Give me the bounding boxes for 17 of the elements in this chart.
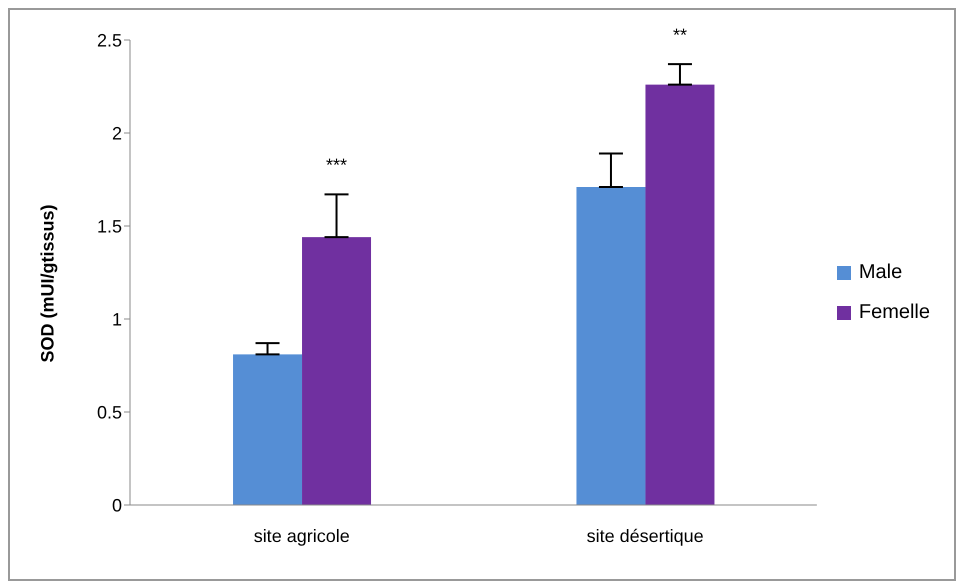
bar	[233, 354, 302, 505]
y-tick-label: 2.5	[96, 30, 122, 50]
annotation: **	[672, 24, 687, 45]
bar	[302, 237, 372, 505]
y-tick-label: 1.5	[96, 216, 122, 236]
legend-label: Femelle	[858, 301, 930, 324]
bar	[576, 186, 646, 505]
y-tick-label: 2	[112, 123, 122, 144]
bar	[645, 84, 714, 505]
y-tick-label: 0	[112, 495, 122, 516]
x-tick-label: site désertique	[586, 526, 704, 546]
y-axis-title: SOD (mUI/gtissus)	[37, 204, 58, 362]
annotation: ***	[326, 155, 348, 176]
y-tick-label: 0.5	[96, 402, 122, 422]
x-tick-label: site agricole	[254, 526, 350, 546]
legend-label: Male	[858, 261, 902, 284]
y-tick-label: 1	[112, 309, 122, 330]
